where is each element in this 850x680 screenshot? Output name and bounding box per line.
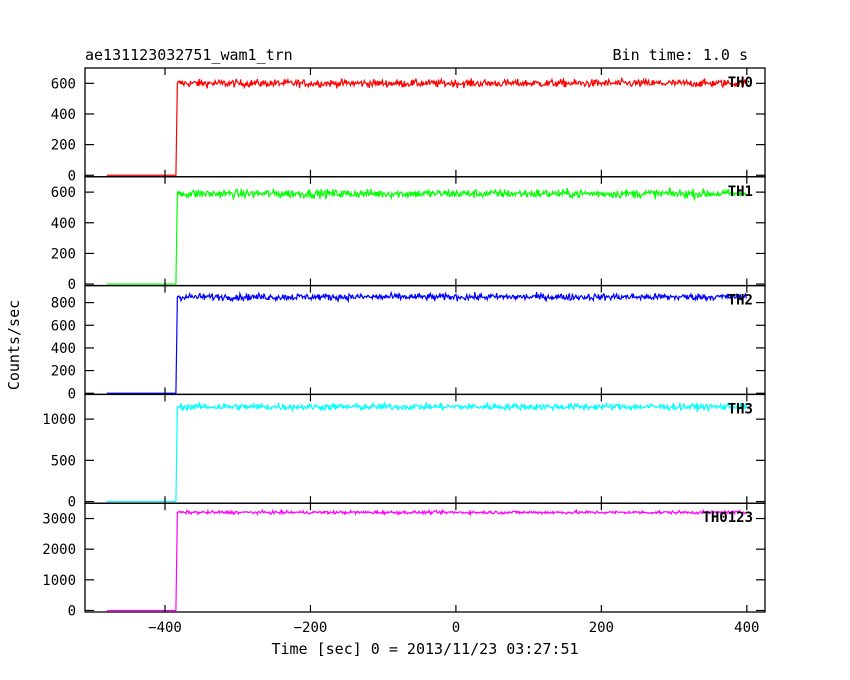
plot-title: ae131123032751_wam1_trn <box>85 46 293 64</box>
y-tick-label: 0 <box>68 386 76 402</box>
panels-group: 0 200 400 600 TH0 0 200 400 600 TH1 0 200 400 600 800 T… <box>42 67 766 636</box>
y-tick-label: 600 <box>51 318 76 334</box>
y-tick-label: 500 <box>51 453 76 469</box>
y-tick-label: 800 <box>51 296 76 312</box>
y-tick-label: 400 <box>51 341 76 357</box>
x-tick-label: −200 <box>294 620 328 636</box>
y-tick-label: 200 <box>51 246 76 262</box>
panel-label-th0: TH0 <box>728 75 753 91</box>
series-line-th1 <box>106 187 747 285</box>
series-line-th0 <box>106 76 748 176</box>
x-axis-label: Time [sec] 0 = 2013/11/23 03:27:51 <box>271 640 578 658</box>
panel-frame-th0123 <box>84 502 766 613</box>
series-line-th0123 <box>106 508 748 612</box>
panel-label-th3: TH3 <box>728 401 753 417</box>
y-tick-label: 200 <box>51 364 76 380</box>
series-line-th3 <box>106 400 748 503</box>
y-tick-label: 400 <box>51 107 76 123</box>
panel-label-th2: TH2 <box>728 293 753 309</box>
panel-frame-th3 <box>84 393 766 504</box>
y-tick-label: 1000 <box>42 573 76 589</box>
y-tick-label: 2000 <box>42 542 76 558</box>
y-axis-label: Counts/sec <box>5 300 23 390</box>
panel-label-th0123: TH0123 <box>702 510 753 526</box>
y-tick-label: 0 <box>68 495 76 511</box>
y-tick-label: 1000 <box>42 412 76 428</box>
y-tick-label: 0 <box>68 603 76 619</box>
panel-label-th1: TH1 <box>728 184 753 200</box>
y-tick-label: 400 <box>51 216 76 232</box>
x-tick-label: 0 <box>452 620 460 636</box>
bin-time-label: Bin time: 1.0 s <box>613 46 748 64</box>
y-tick-label: 200 <box>51 138 76 154</box>
x-tick-label: 200 <box>589 620 614 636</box>
y-tick-label: 0 <box>68 277 76 293</box>
x-tick-label: 400 <box>734 620 759 636</box>
panel-frame-th2 <box>84 284 766 396</box>
y-tick-label: 3000 <box>42 512 76 528</box>
y-tick-label: 600 <box>51 185 76 201</box>
y-tick-label: 0 <box>68 168 76 184</box>
x-tick-label: −400 <box>148 620 182 636</box>
series-line-th2 <box>106 290 748 394</box>
y-tick-label: 600 <box>51 76 76 92</box>
